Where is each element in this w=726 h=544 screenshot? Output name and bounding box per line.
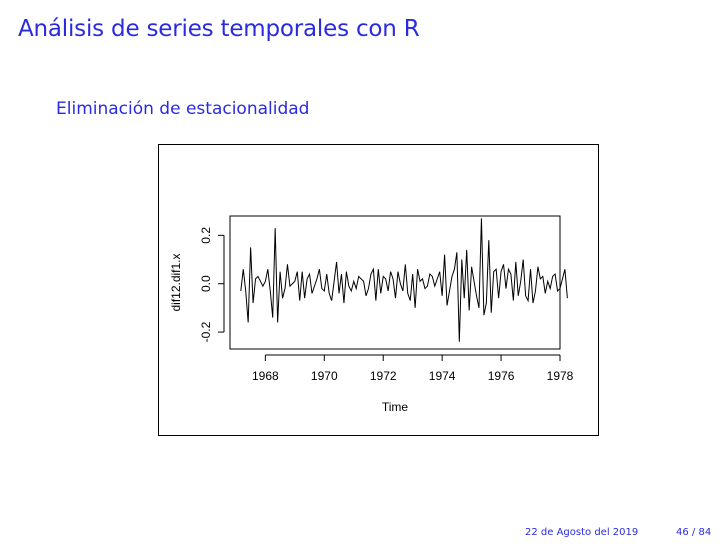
y-axis: -0.2 0.0 0.2	[199, 227, 225, 342]
x-axis: 1968 1970 1972 1974 1976 1978	[252, 354, 574, 383]
y-tick-label: 0.0	[199, 275, 213, 292]
plot-box	[229, 215, 561, 350]
time-series-chart: 1968 1970 1972 1974 1976 1978 -0.2 0.0 0.2 Time…	[169, 215, 574, 414]
x-axis-label: Time	[382, 400, 409, 414]
footer-date: 22 de Agosto del 2019	[525, 527, 639, 538]
footer-page-number: 46 / 84	[676, 527, 712, 538]
series-layer	[240, 218, 568, 342]
x-tick-label: 1970	[311, 369, 338, 383]
slide-title: Análisis de series temporales con R	[18, 16, 420, 42]
x-tick-label: 1978	[547, 369, 574, 383]
figure-frame: 1968 1970 1972 1974 1976 1978 -0.2 0.0 0.2 Time…	[158, 144, 599, 436]
y-axis-label: dif12.dif1.x	[169, 253, 183, 311]
x-tick-label: 1968	[252, 369, 279, 383]
y-tick-label: 0.2	[199, 227, 213, 244]
y-tick-label: -0.2	[199, 321, 213, 342]
series-line	[240, 218, 568, 342]
x-tick-label: 1972	[370, 369, 397, 383]
slide-subtitle: Eliminación de estacionalidad	[56, 99, 310, 119]
x-tick-label: 1976	[488, 369, 515, 383]
x-tick-label: 1974	[429, 369, 456, 383]
